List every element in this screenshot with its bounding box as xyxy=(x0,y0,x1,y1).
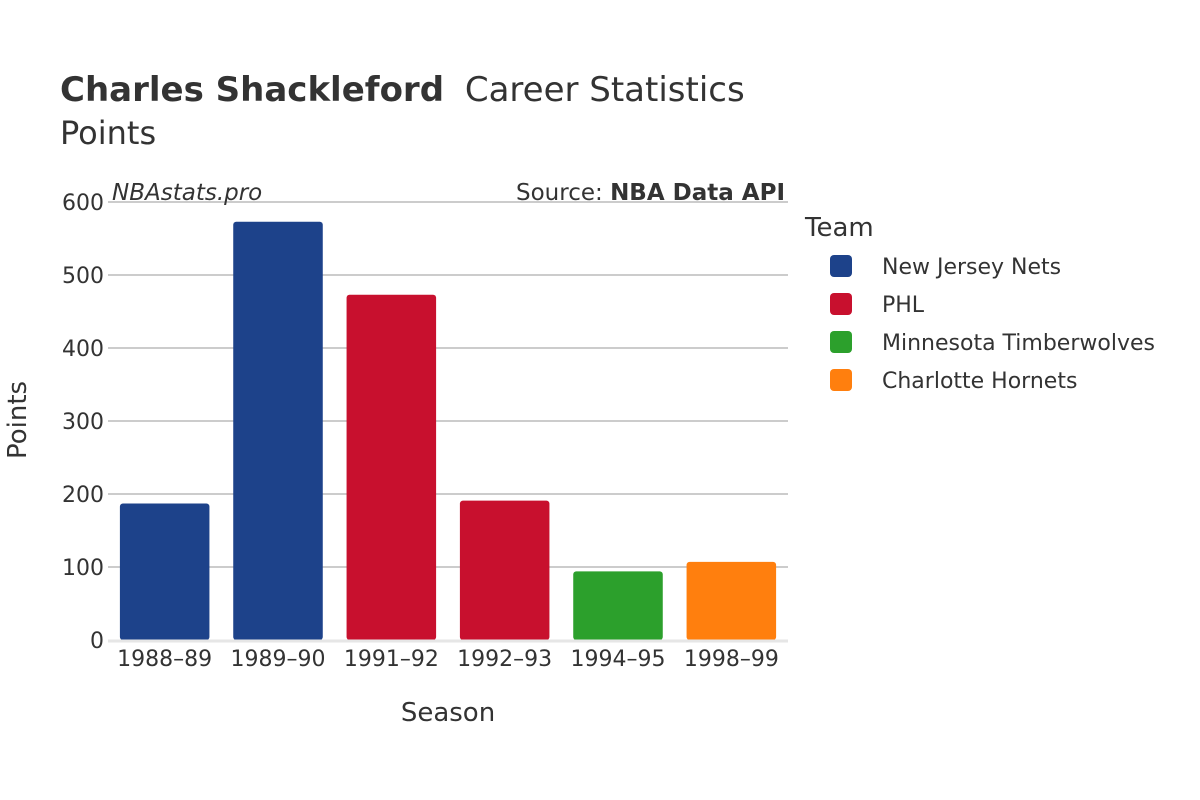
legend-title: Team xyxy=(804,213,874,243)
legend-item-label: PHL xyxy=(882,293,925,318)
x-tick-label: 1991–92 xyxy=(344,647,439,672)
x-tick-label: 1998–99 xyxy=(684,647,779,672)
bar-1994–95 xyxy=(573,571,663,640)
source-name: NBA Data API xyxy=(610,180,785,206)
y-tick-label: 600 xyxy=(62,191,104,216)
legend-swatch xyxy=(830,255,852,277)
bar-1991–92 xyxy=(346,294,437,640)
y-tick-label: 400 xyxy=(62,337,104,362)
bars xyxy=(119,221,777,640)
chart-title: Charles Shackleford Career Statistics xyxy=(60,70,745,110)
y-axis-label: Points xyxy=(3,381,33,459)
legend-item-label: New Jersey Nets xyxy=(882,255,1061,280)
watermark: NBAstats.pro xyxy=(112,180,262,206)
x-tick-label: 1988–89 xyxy=(117,647,212,672)
bar-1989–90 xyxy=(233,221,323,640)
axes: 0 100 200 300 400 500 600 1988–89 1989–90 1991–92… xyxy=(62,191,788,672)
gridlines xyxy=(108,201,788,568)
bar-1992–93 xyxy=(459,500,550,640)
x-axis-label: Season xyxy=(401,698,495,728)
legend-swatch xyxy=(830,293,852,315)
legend-item-label: Minnesota Timberwolves xyxy=(882,331,1155,356)
source-label: Source: NBA Data API xyxy=(516,180,785,206)
y-tick-label: 500 xyxy=(62,264,104,289)
legend-swatch xyxy=(830,369,852,391)
bar-1998–99 xyxy=(686,561,777,640)
y-tick-label: 300 xyxy=(62,410,104,435)
source-prefix: Source: xyxy=(516,180,610,206)
legend-item-label: Charlotte Hornets xyxy=(882,369,1077,394)
bar-1988–89 xyxy=(119,503,210,640)
y-tick-label: 100 xyxy=(62,556,104,581)
y-tick-label: 200 xyxy=(62,483,104,508)
x-tick-label: 1989–90 xyxy=(231,647,326,672)
legend-swatch xyxy=(830,331,852,353)
x-tick-label: 1994–95 xyxy=(571,647,666,672)
legend: New Jersey Nets PHL Minnesota Timberwolves… xyxy=(830,255,1155,394)
chart-title-player: Charles Shackleford xyxy=(60,70,444,110)
y-tick-label: 0 xyxy=(90,629,104,654)
chart-title-rest: Career Statistics xyxy=(465,70,745,110)
x-tick-label: 1992–93 xyxy=(457,647,552,672)
chart-subtitle: Points xyxy=(60,114,156,152)
